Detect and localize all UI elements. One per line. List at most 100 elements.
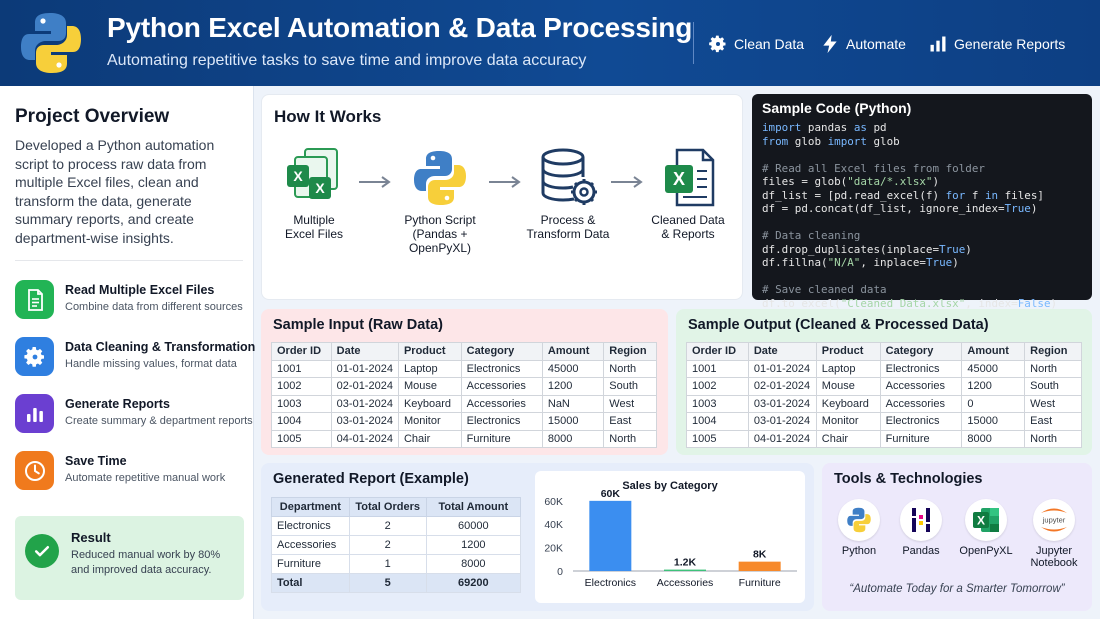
table-cell: Furniture — [271, 554, 350, 574]
sample-output-table: Order ID Date Product Category Amount Region 1… — [686, 342, 1082, 448]
feature-desc: Combine data from different sources — [65, 301, 243, 313]
table-cell: 03-01-2024 — [330, 394, 399, 413]
generate-reports-button[interactable]: Generate Reports — [928, 33, 1065, 55]
clean-data-label: Clean Data — [734, 36, 805, 52]
table-cell: 02-01-2024 — [330, 377, 399, 396]
step-label-line1: Python Script — [404, 213, 476, 227]
report-title: Generated Report (Example) — [273, 471, 469, 487]
table-cell: 1003 — [271, 394, 332, 413]
table-header-row: Order ID Date Product Category Amount Region — [271, 342, 657, 361]
total-cell: 69200 — [425, 573, 522, 593]
code-title: Sample Code (Python) — [762, 100, 912, 116]
automate-button[interactable]: Automate — [820, 33, 906, 55]
feature-desc: Handle missing values, format data — [65, 358, 237, 370]
bar-data-label: 8K — [753, 549, 767, 561]
code-token: glob — [866, 134, 900, 148]
python-icon — [414, 151, 466, 205]
code-line: # Data cleaning — [762, 229, 1057, 243]
arrow-right-icon — [489, 176, 521, 188]
table-cell: 8000 — [425, 554, 522, 574]
step-label-line2: (Pandas + OpenPyXL) — [408, 227, 472, 255]
table-cell: Laptop — [815, 359, 881, 378]
table-cell: Electronics — [879, 359, 963, 378]
code-token: ) — [965, 242, 972, 256]
feature-title: Read Multiple Excel Files — [65, 283, 215, 297]
code-token: ) — [1050, 296, 1058, 310]
column-header: Category — [460, 342, 543, 361]
column-header: Date — [747, 342, 817, 361]
code-line: df.drop_duplicates(inplace=True) — [762, 243, 1057, 257]
table-cell: 2 — [348, 535, 427, 555]
code-token: df = pd.concat(df_list, ignore_index= — [762, 202, 1005, 215]
table-cell: Chair — [815, 429, 881, 448]
table-cell: Accessories — [460, 377, 543, 396]
clean-data-button[interactable]: Clean Data — [708, 33, 804, 55]
table-cell: 03-01-2024 — [330, 412, 399, 431]
code-line: df.fillna("N/A", inplace=True) — [762, 256, 1057, 270]
code-token: files = glob( — [762, 175, 848, 188]
gear-icon — [15, 337, 54, 376]
table-cell: South — [1024, 377, 1082, 396]
code-token: for — [945, 188, 966, 202]
table-cell: Mouse — [397, 377, 462, 396]
overview-divider — [15, 260, 243, 261]
column-header: Department — [271, 497, 350, 517]
svg-text:X: X — [977, 514, 985, 528]
table-cell: Keyboard — [815, 394, 881, 413]
y-tick-label: 40K — [544, 519, 563, 531]
table-row: 1001 01-01-2024 Laptop Electronics 45000 Nort… — [271, 359, 657, 378]
code-token: # Data cleaning — [762, 229, 861, 242]
table-cell: 1005 — [271, 429, 332, 448]
table-cell: 1200 — [541, 377, 605, 396]
step-label-line1: Cleaned Data — [651, 213, 725, 227]
generate-reports-label: Generate Reports — [954, 36, 1066, 52]
table-row: 1003 03-01-2024 Keyboard Accessories 0 West — [686, 394, 1082, 413]
sample-output-title: Sample Output (Cleaned & Processed Data) — [688, 317, 989, 333]
code-token: pandas — [801, 121, 854, 134]
tool-pandas: Pandas — [891, 499, 951, 557]
x-tick-label: Accessories — [657, 577, 714, 589]
header-divider — [693, 22, 694, 64]
code-token: files] — [998, 188, 1044, 202]
table-cell: Electronics — [460, 412, 543, 431]
code-line: from glob import glob — [762, 135, 1057, 149]
y-tick-label: 0 — [557, 566, 563, 578]
table-header-row: Department Total Orders Total Amount — [271, 497, 522, 517]
code-token: "data/*.xlsx" — [847, 175, 933, 188]
bar-data-label: 60K — [601, 488, 621, 500]
code-token: "Cleaned_Data.xlsx" — [840, 296, 966, 310]
code-line — [762, 148, 1057, 162]
code-line: df_list = [pd.read_excel(f) for f in fil… — [762, 189, 1057, 203]
table-row: Furniture 1 8000 — [271, 554, 522, 574]
excel-report-icon: X — [665, 148, 715, 207]
how-it-works-panel: How It Works X X Multiple Excel Files Pyt… — [261, 94, 743, 300]
table-cell: Chair — [397, 429, 462, 448]
result-title: Result — [71, 530, 111, 545]
column-header: Amount — [541, 342, 605, 361]
table-cell: South — [603, 377, 657, 396]
code-token: pd — [866, 121, 887, 134]
code-line: # Save cleaned data — [762, 283, 1057, 297]
table-cell: 1005 — [686, 429, 749, 448]
table-cell: Electronics — [460, 359, 543, 378]
check-icon — [25, 534, 59, 568]
code-token: # Read all Excel files from folder — [762, 161, 985, 175]
sales-chart-card: Sales by Category 0 20K 40K 60K 60K Electronic… — [535, 471, 805, 603]
code-token: True — [925, 256, 953, 269]
code-line: files = glob("data/*.xlsx") — [762, 175, 1057, 189]
column-header: Category — [879, 342, 963, 361]
table-cell: 04-01-2024 — [330, 429, 399, 448]
x-tick-label: Furniture — [739, 577, 781, 589]
table-cell: 1002 — [686, 377, 749, 396]
table-cell: 01-01-2024 — [747, 359, 817, 378]
svg-text:X: X — [293, 168, 303, 184]
table-cell: 45000 — [541, 359, 605, 378]
table-cell: Monitor — [397, 412, 462, 431]
feature-title: Generate Reports — [65, 397, 170, 411]
gear-icon — [709, 35, 726, 53]
step-label-line1: Multiple — [293, 213, 335, 227]
code-token: ) — [1030, 202, 1038, 215]
step-cleaned-data: X Cleaned Data & Reports — [628, 147, 748, 241]
code-line: import pandas as pd — [762, 121, 1057, 135]
table-row: Accessories 2 1200 — [271, 535, 522, 555]
